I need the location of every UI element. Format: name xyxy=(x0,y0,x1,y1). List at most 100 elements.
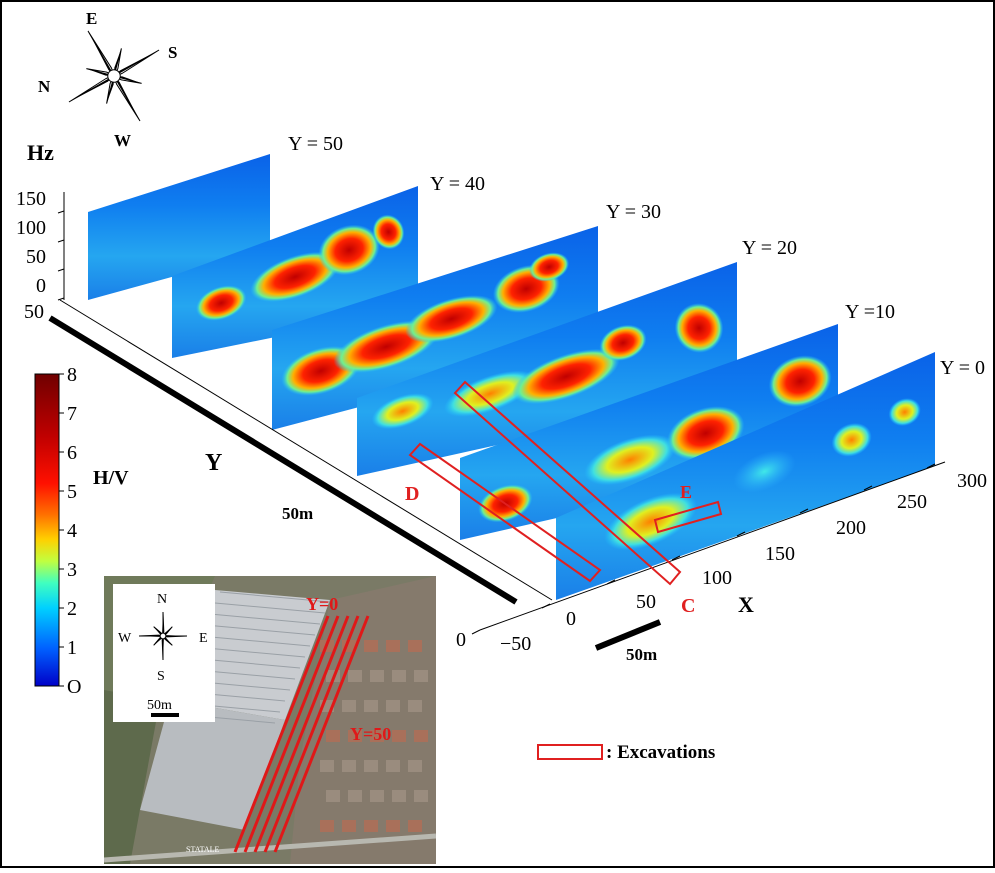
inset-compass-label: E xyxy=(199,631,208,646)
y-tick-label: 0 xyxy=(566,608,576,630)
building xyxy=(408,640,422,652)
section-label: Y = 40 xyxy=(430,173,485,195)
excavation-label: C xyxy=(681,595,695,617)
x-tick-label: 300 xyxy=(957,470,987,492)
section-panel: Y = 30 xyxy=(272,201,661,430)
hotspot xyxy=(674,303,724,353)
greenhouse-row xyxy=(219,591,331,603)
greenhouse-row xyxy=(204,624,316,636)
z-tick xyxy=(57,210,65,214)
hotspot xyxy=(318,224,380,276)
survey-line xyxy=(273,615,370,853)
x-scale-bar xyxy=(594,619,662,651)
hotspot xyxy=(599,324,647,361)
x-tick xyxy=(671,555,681,561)
z-tick-label: 0 xyxy=(36,275,46,297)
section-panel-bg xyxy=(460,324,838,540)
inset-compass-box xyxy=(113,584,215,722)
inset-compass-label: W xyxy=(118,631,132,646)
building xyxy=(408,700,422,712)
section-hotspots xyxy=(604,398,921,551)
excavation-label: E xyxy=(680,482,692,502)
building xyxy=(342,760,356,772)
colorbar-tick-label: 4 xyxy=(67,520,77,542)
building xyxy=(386,820,400,832)
road xyxy=(104,833,436,863)
building xyxy=(386,700,400,712)
building xyxy=(386,640,400,652)
hotspot xyxy=(250,251,340,302)
axes-group: 0 50 100 150 Hz 50 0 Y 50m −50 50 100 150 200 250 300 0 X… xyxy=(16,140,987,664)
building xyxy=(326,790,340,802)
inset-map-content: STATALE Y=0 Y=50 N W E S 50m xyxy=(104,576,436,864)
hotspot xyxy=(888,398,921,427)
compass-rose: E S N W xyxy=(38,9,177,150)
building xyxy=(320,760,334,772)
hotspot xyxy=(604,492,698,551)
building xyxy=(364,700,378,712)
building xyxy=(408,820,422,832)
x-tick-label: 0 xyxy=(456,629,466,651)
colorbar-tick-label: 5 xyxy=(67,481,77,503)
survey-line xyxy=(263,615,360,853)
colorbar-tick-label: 1 xyxy=(67,637,77,659)
inset-scale-label: 50m xyxy=(147,698,172,713)
building xyxy=(392,790,406,802)
inset-compass-label: S xyxy=(157,669,165,684)
section-panel: Y = 0 xyxy=(556,352,985,600)
building xyxy=(370,730,384,742)
z-tick xyxy=(57,239,65,243)
colorbar-gradient xyxy=(34,373,60,687)
excavation-d xyxy=(408,442,602,583)
x-tick-label: 50 xyxy=(636,591,656,613)
building xyxy=(414,670,428,682)
greenhouse-field xyxy=(140,700,285,830)
hotspot xyxy=(195,285,247,321)
z-axis-label: Hz xyxy=(27,140,54,165)
greenhouse-row xyxy=(214,602,326,614)
x-tick xyxy=(541,603,551,609)
x-tick-label: −50 xyxy=(500,633,531,655)
survey-line xyxy=(233,615,330,853)
z-tick-label: 50 xyxy=(26,246,46,268)
building xyxy=(364,760,378,772)
legend-swatch xyxy=(537,744,603,760)
greenhouse-row xyxy=(209,613,321,625)
building xyxy=(408,760,422,772)
section-panel-bg xyxy=(88,154,270,300)
hotspot xyxy=(444,370,536,417)
compass-label: S xyxy=(168,43,177,62)
colorbar-tick-label: 6 xyxy=(67,442,77,464)
y-axis-label: Y xyxy=(205,450,222,476)
x-tick-label: 150 xyxy=(765,543,795,565)
section-label: Y = 50 xyxy=(288,133,343,155)
x-axis-line xyxy=(479,461,946,631)
colorbar-tick-label: 2 xyxy=(67,598,77,620)
z-tick-label: 100 xyxy=(16,217,46,239)
z-tick xyxy=(57,297,65,301)
z-tick xyxy=(57,268,65,272)
section-label: Y =10 xyxy=(845,301,895,323)
building xyxy=(342,820,356,832)
y-tick-label: 50 xyxy=(24,301,44,323)
excavation-label: D xyxy=(405,483,419,505)
hotspot xyxy=(529,252,570,282)
compass-rose-main xyxy=(68,30,160,122)
compass-label: E xyxy=(86,9,97,28)
building xyxy=(392,670,406,682)
hotspot xyxy=(733,450,796,493)
section-label: Y = 0 xyxy=(940,357,985,379)
x-tick xyxy=(736,531,746,537)
building xyxy=(348,670,362,682)
building xyxy=(348,730,362,742)
y-axis-line xyxy=(59,299,553,601)
x-tick-label: 100 xyxy=(702,567,732,589)
building xyxy=(364,640,378,652)
section-label: Y = 30 xyxy=(606,201,661,223)
building xyxy=(414,730,428,742)
compass-label: N xyxy=(38,77,51,96)
greenhouse-row xyxy=(199,635,311,647)
x-tick-label: 250 xyxy=(897,491,927,513)
